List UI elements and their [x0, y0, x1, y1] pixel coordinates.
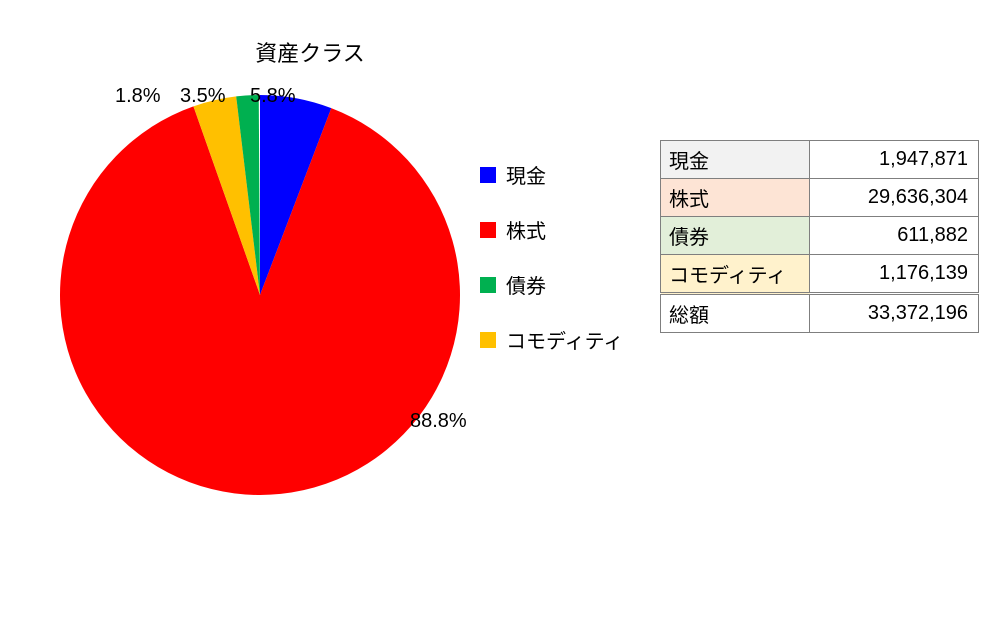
table-cell-label: コモディティ [661, 255, 810, 294]
slice-label-cash: 5.8% [250, 85, 296, 108]
table-row-total: 総額33,372,196 [661, 294, 979, 333]
legend-label: 現金 [506, 160, 546, 189]
chart-title: 資産クラス [0, 36, 620, 68]
table-cell-value: 29,636,304 [810, 179, 979, 217]
slice-label-equity: 88.8% [410, 410, 467, 433]
legend-item: 債券 [480, 270, 623, 299]
table-cell-label: 総額 [661, 294, 810, 333]
legend-label: 株式 [506, 215, 546, 244]
table-row: 債券611,882 [661, 217, 979, 255]
legend-label: コモディティ [506, 325, 623, 354]
chart-container: 資産クラス 5.8%88.8%3.5%1.8% 現金株式債券コモディティ 現金1… [0, 0, 1008, 619]
table-cell-label: 株式 [661, 179, 810, 217]
slice-label-commodity: 3.5% [180, 85, 226, 108]
legend-swatch [480, 332, 496, 348]
legend-item: 株式 [480, 215, 623, 244]
table-cell-value: 1,947,871 [810, 141, 979, 179]
table-cell-label: 債券 [661, 217, 810, 255]
table-cell-value: 33,372,196 [810, 294, 979, 333]
legend-item: 現金 [480, 160, 623, 189]
legend-item: コモディティ [480, 325, 623, 354]
slice-label-bond: 1.8% [115, 85, 161, 108]
pie-chart [60, 95, 460, 495]
asset-table: 現金1,947,871株式29,636,304債券611,882コモディティ1,… [660, 140, 979, 333]
legend: 現金株式債券コモディティ [480, 160, 623, 380]
pie-svg [60, 95, 460, 495]
legend-swatch [480, 167, 496, 183]
legend-swatch [480, 277, 496, 293]
table-row: 現金1,947,871 [661, 141, 979, 179]
legend-label: 債券 [506, 270, 546, 299]
table-row: 株式29,636,304 [661, 179, 979, 217]
table-row: コモディティ1,176,139 [661, 255, 979, 294]
table-cell-value: 1,176,139 [810, 255, 979, 294]
table-cell-value: 611,882 [810, 217, 979, 255]
table-cell-label: 現金 [661, 141, 810, 179]
legend-swatch [480, 222, 496, 238]
